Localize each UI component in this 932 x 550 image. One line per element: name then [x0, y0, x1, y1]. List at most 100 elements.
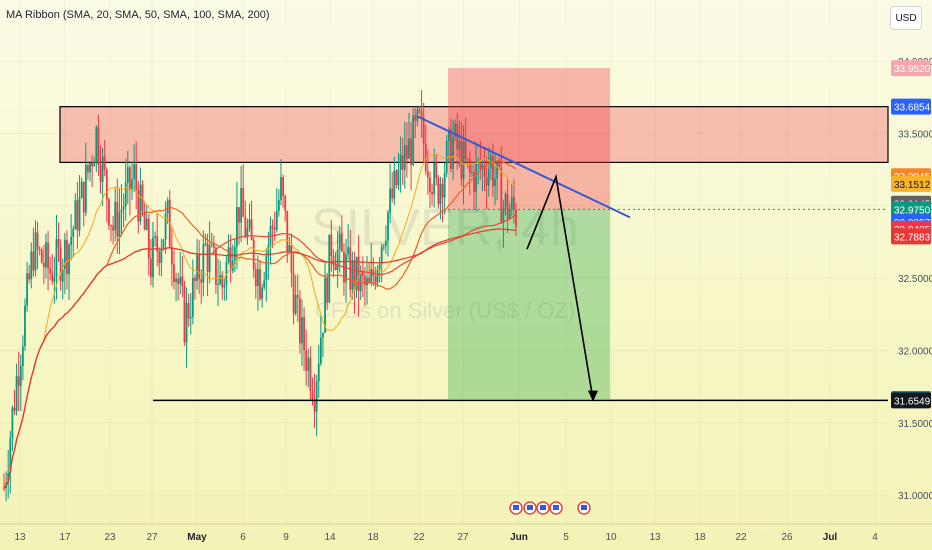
candle: [17, 376, 20, 386]
candle: [154, 236, 156, 238]
candle: [288, 245, 291, 252]
price-tag-label: 31.6549: [894, 396, 931, 407]
candle: [38, 249, 41, 251]
candle: [59, 247, 62, 282]
candle: [26, 273, 28, 306]
candle: [439, 183, 442, 205]
x-tick-label: 13: [649, 532, 661, 543]
candle: [385, 240, 387, 246]
candle: [319, 337, 322, 364]
candle: [166, 200, 169, 214]
candle: [273, 227, 276, 230]
candle: [229, 247, 232, 271]
candle: [496, 162, 499, 179]
candle: [13, 407, 16, 411]
x-tick-label: 6: [240, 532, 246, 543]
candle: [515, 209, 517, 227]
candle: [494, 178, 496, 187]
candle: [366, 277, 368, 286]
candle: [198, 254, 201, 280]
x-tick-label: 18: [367, 532, 379, 543]
time-axis: 13 17 23 27 May 6 9 14 18 22 27 Jun 5 10 13 18 22 26 Jul 4: [0, 523, 932, 543]
candle: [9, 438, 12, 474]
candle: [126, 167, 129, 183]
candle: [254, 269, 257, 287]
candle: [99, 165, 102, 182]
candle: [257, 269, 259, 287]
candle: [265, 256, 268, 281]
candle: [357, 256, 360, 292]
candle: [231, 260, 234, 271]
candle: [252, 239, 255, 270]
candle: [223, 285, 226, 288]
candle: [152, 237, 154, 278]
candle: [387, 212, 389, 241]
candle: [498, 162, 501, 168]
candle: [183, 286, 186, 343]
candle: [462, 141, 465, 180]
candle: [410, 138, 412, 165]
candle: [227, 247, 230, 262]
candle: [437, 177, 440, 205]
indicator-label[interactable]: MA Ribbon (SMA, 20, SMA, 50, SMA, 100, S…: [6, 9, 270, 21]
candle: [76, 200, 79, 231]
candle: [101, 156, 104, 182]
candle: [389, 188, 391, 213]
candle: [322, 332, 324, 338]
candle: [191, 277, 194, 318]
candle: [112, 225, 115, 231]
candle: [416, 109, 419, 121]
candle: [506, 194, 509, 219]
candle: [305, 350, 308, 371]
drawings: [153, 115, 888, 402]
candle: [19, 366, 22, 386]
candle: [508, 210, 511, 219]
candle: [456, 123, 459, 150]
candle: [473, 171, 475, 193]
candle: [78, 197, 81, 231]
price-tag: [891, 392, 931, 409]
candle: [504, 194, 507, 208]
candle: [450, 129, 452, 169]
candle: [426, 171, 429, 178]
grid-lines: [0, 60, 888, 496]
candle: [368, 277, 371, 284]
candle: [221, 275, 224, 288]
x-tick-label: 5: [563, 532, 569, 543]
y-tick-label: 31.5000: [898, 419, 932, 430]
candle: [131, 179, 133, 191]
x-tick-label: 22: [413, 532, 425, 543]
candle: [309, 357, 312, 392]
candle: [460, 140, 463, 180]
candle: [204, 243, 207, 245]
candle: [445, 140, 448, 174]
x-tick-label: Jun: [510, 532, 528, 543]
candle: [483, 164, 486, 178]
projection-arrowhead: [588, 390, 598, 402]
candle: [135, 164, 138, 191]
price-tag: [891, 175, 931, 192]
event-icon-flag: [540, 505, 546, 510]
candle: [351, 260, 354, 290]
x-tick-label: 14: [324, 532, 336, 543]
price-tag-label: 33.9520: [894, 64, 931, 75]
candle: [334, 264, 337, 270]
candle: [412, 115, 415, 165]
y-tick-label: 31.0000: [898, 491, 932, 502]
x-tick-label: 22: [735, 532, 747, 543]
x-tick-label: May: [187, 532, 207, 543]
candle: [405, 145, 408, 159]
price-tag-label: 32.7883: [894, 232, 931, 243]
candle: [110, 225, 112, 227]
event-icon-flag: [527, 505, 533, 510]
candle: [277, 200, 280, 211]
currency-selector[interactable]: USD: [890, 6, 922, 30]
candle: [296, 295, 299, 298]
candle: [212, 244, 215, 248]
candle: [122, 206, 125, 210]
candle: [248, 219, 251, 229]
candle: [89, 162, 91, 173]
candle: [145, 218, 148, 230]
x-tick-label: 23: [104, 532, 116, 543]
